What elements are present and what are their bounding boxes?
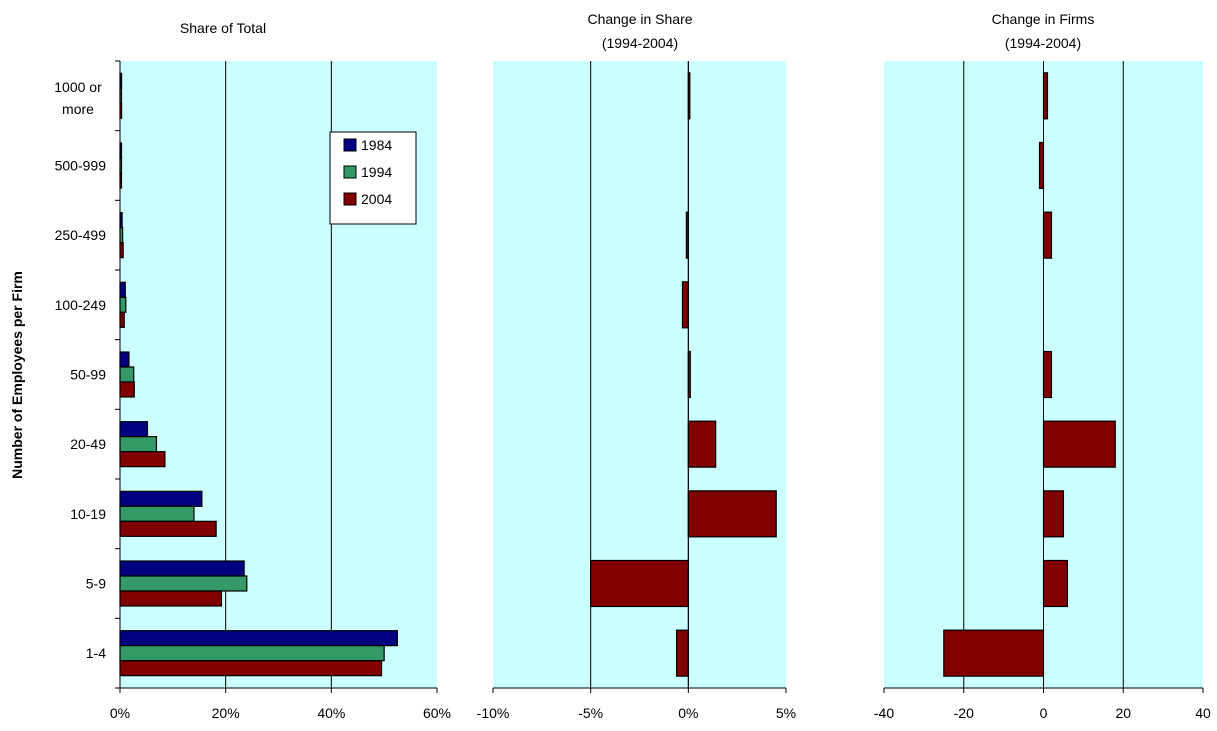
bar-10-19 (687, 490, 777, 538)
bar-1994-5-9 (119, 575, 248, 592)
x-tick-label: 5% (776, 705, 796, 721)
category-label-1-4: 1-4 (86, 645, 106, 661)
category-label-50-99: 50-99 (70, 367, 106, 383)
legend-swatch-2004 (343, 192, 357, 206)
bar-1994-20-49 (119, 436, 158, 453)
panel3-subtitle: (1994-2004) (1005, 35, 1081, 51)
x-tick-label: 40 (1195, 705, 1211, 721)
x-tick-label: 40% (317, 705, 345, 721)
bar-1984-5-9 (119, 560, 245, 577)
category-label-250-499: 250-499 (55, 227, 107, 243)
category-label: 1000 or (54, 79, 102, 95)
bar-1994-100-249 (119, 296, 127, 313)
bar-1994-50-99 (119, 366, 135, 383)
bar-1994-10-19 (119, 505, 195, 522)
bar-5-9 (590, 559, 689, 608)
bar-250-499 (1042, 211, 1053, 259)
bar-2004-50-99 (119, 381, 135, 398)
bar-20-49 (1042, 420, 1116, 468)
legend-swatch-1994 (343, 165, 357, 179)
bar-2004-5-9 (119, 590, 223, 607)
bar-1984-10-19 (119, 490, 203, 507)
bar-1-4 (676, 629, 689, 677)
panel1-title: Share of Total (180, 20, 266, 36)
x-tick-label: 0 (1040, 705, 1048, 721)
category-label-500-999: 500-999 (55, 158, 107, 174)
bar-2004-20-49 (119, 451, 166, 468)
bar-1994-1-4 (119, 645, 385, 662)
category-label-20-49: 20-49 (70, 436, 106, 452)
panel3-title: Change in Firms (992, 11, 1095, 27)
bar-5-9 (1042, 559, 1069, 608)
x-tick-label: 0% (110, 705, 130, 721)
bar-1-4 (943, 629, 1045, 677)
x-tick-label: -10% (477, 705, 510, 721)
legend-label-1994: 1994 (361, 164, 392, 180)
bar-1984-50-99 (119, 351, 130, 368)
x-tick-label: 20 (1115, 705, 1131, 721)
x-tick-label: 20% (212, 705, 240, 721)
category-label-5-9: 5-9 (86, 576, 106, 592)
x-tick-label: 0% (678, 705, 698, 721)
bar-2004-1-4 (119, 660, 383, 677)
x-tick-label: -20 (954, 705, 974, 721)
bar-2004-10-19 (119, 520, 217, 537)
legend-swatch-1984 (343, 138, 357, 152)
bar-50-99 (1042, 350, 1053, 399)
category-label-10-19: 10-19 (70, 506, 106, 522)
category-label-100-249: 100-249 (55, 297, 107, 313)
legend-label-2004: 2004 (361, 191, 392, 207)
panel-change-in-firms: -40 -20 0 20 40 (874, 61, 1211, 721)
bar-1984-1-4 (119, 630, 398, 647)
bar-2004-100-249 (119, 311, 125, 328)
bar-500-999 (1038, 141, 1045, 190)
x-tick-label: 60% (423, 705, 451, 721)
panel2-title: Change in Share (587, 11, 692, 27)
legend: 1984 1994 2004 (329, 131, 417, 225)
panel-change-in-share: -10% -5% 0% 5% (477, 61, 796, 721)
bar-100-249 (681, 281, 689, 329)
x-tick-label: -5% (578, 705, 603, 721)
bar-10-19 (1042, 490, 1065, 538)
y-axis-label: Number of Employees per Firm (9, 271, 25, 479)
bar-1000-or-more (1042, 72, 1049, 120)
category-label: more (62, 101, 94, 117)
x-tick-label: -40 (874, 705, 894, 721)
legend-label-1984: 1984 (361, 137, 392, 153)
bar-1984-100-249 (119, 281, 126, 298)
bar-20-49 (687, 420, 717, 468)
bar-1984-20-49 (119, 421, 149, 438)
panel2-subtitle: (1994-2004) (602, 35, 678, 51)
